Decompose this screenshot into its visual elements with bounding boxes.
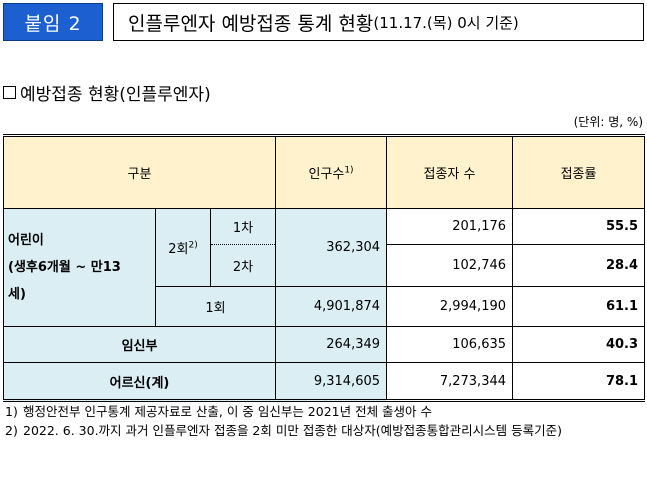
table-row: 1회 4,901,874 2,994,190 61.1	[4, 286, 646, 327]
section-heading: 예방접종 현황(인플루엔자)	[3, 80, 211, 105]
pregnant-rate: 40.3	[512, 326, 646, 363]
elderly-vaccinated: 7,273,344	[386, 362, 514, 402]
title-main: 인플루엔자 예방접종 통계 현황	[128, 12, 374, 35]
elderly-population: 9,314,605	[275, 362, 388, 402]
header-rate: 접종률	[512, 134, 646, 209]
footnote: 1) 행정안전부 인구통계 제공자료로 산출, 이 중 임신부는 2021년 전…	[5, 404, 433, 419]
dose1-rate: 55.5	[512, 208, 646, 245]
vaccination-table: 구분 인구수1) 접종자 수 접종률 어린이 (생후6개월 ~ 만13 세) 2…	[2, 134, 646, 402]
one-dose-population: 4,901,874	[275, 286, 388, 327]
header-vaccinated: 접종자 수	[386, 134, 514, 209]
one-dose-rate: 61.1	[512, 286, 646, 327]
dose2-rate: 28.4	[512, 244, 646, 287]
checkbox-square-icon	[3, 86, 16, 99]
dose1-vaccinated: 201,176	[386, 208, 514, 245]
two-dose-label: 2회2)	[155, 208, 211, 287]
dose2-label: 2차	[209, 244, 277, 287]
title-date: (11.17.(목) 0시 기준)	[373, 13, 519, 32]
children-label: 어린이 (생후6개월 ~ 만13 세)	[3, 208, 156, 327]
elderly-label: 어르신(계)	[2, 362, 277, 402]
table-row: 2차 102,746 28.4	[4, 244, 646, 287]
header-population: 인구수1)	[275, 134, 388, 209]
attachment-badge: 붙임 2	[3, 3, 103, 41]
section-title: 예방접종 현황(인플루엔자)	[20, 85, 211, 105]
footnote: 2) 2022. 6. 30.까지 과거 인플루엔자 접종을 2회 미만 접종한…	[5, 423, 563, 438]
table-row: 어린이 (생후6개월 ~ 만13 세) 2회2) 1차 362,304 201,…	[3, 208, 646, 327]
unit-label: (단위: 명, %)	[573, 115, 643, 129]
elderly-rate: 78.1	[512, 362, 646, 402]
two-dose-population: 362,304	[275, 208, 388, 287]
one-dose-label: 1회	[154, 286, 277, 327]
pregnant-vaccinated: 106,635	[386, 326, 514, 363]
header-group: 구분	[2, 134, 277, 209]
table-row: 임신부 264,349 106,635 40.3	[2, 326, 646, 363]
one-dose-vaccinated: 2,994,190	[386, 286, 514, 327]
pregnant-label: 임신부	[2, 326, 277, 363]
header-row: 구분 인구수1) 접종자 수 접종률	[2, 134, 646, 209]
table-row: 어르신(계) 9,314,605 7,273,344 78.1	[2, 362, 646, 402]
page-title: 인플루엔자 예방접종 통계 현황 (11.17.(목) 0시 기준)	[113, 3, 644, 41]
footnotes: 1) 행정안전부 인구통계 제공자료로 산출, 이 중 임신부는 2021년 전…	[5, 402, 645, 440]
pregnant-population: 264,349	[275, 326, 388, 363]
dose2-vaccinated: 102,746	[386, 244, 514, 287]
dose1-label: 1차	[209, 208, 277, 245]
